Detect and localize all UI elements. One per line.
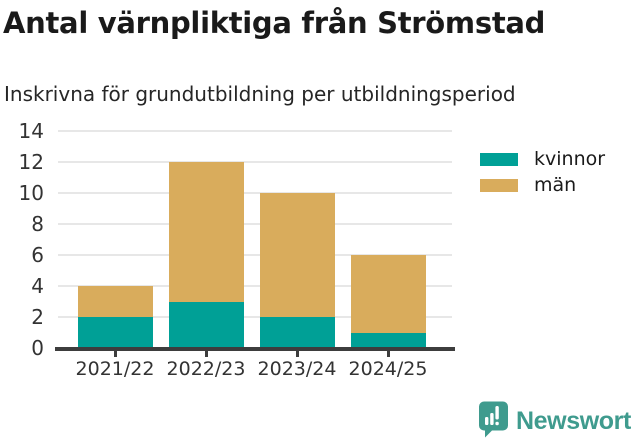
bar-segment-män-2022/23 — [168, 162, 244, 302]
chart-subtitle: Inskrivna för grundutbildning per utbild… — [4, 82, 516, 106]
gridline-4 — [58, 285, 452, 287]
chart-title: Antal värnpliktiga från Strömstad — [3, 6, 546, 40]
newsworthy-brand: Newsworthy — [478, 401, 631, 439]
x-axis-tick — [204, 350, 208, 357]
gridline-8 — [58, 223, 452, 225]
y-axis-label: 14 — [18, 119, 44, 143]
newsworthy-wordmark: Newsworthy — [516, 407, 631, 435]
x-axis-label: 2022/23 — [166, 358, 246, 380]
bar-segment-män-2024/25 — [350, 255, 426, 333]
legend-item-kvinnor: kvinnor — [480, 146, 605, 172]
x-axis-tick — [386, 350, 390, 357]
legend-item-män: män — [480, 172, 605, 198]
x-axis-label: 2023/24 — [257, 358, 337, 380]
x-axis-line — [55, 347, 455, 351]
y-axis-label: 12 — [18, 150, 44, 174]
x-axis-tick — [113, 350, 117, 357]
gridline-2 — [58, 316, 452, 318]
gridline-12 — [58, 161, 452, 163]
y-axis-label: 2 — [31, 305, 44, 329]
bar-segment-män-2023/24 — [259, 193, 335, 317]
legend-swatch-kvinnor — [480, 152, 518, 166]
newsworthy-logo-icon — [478, 401, 509, 439]
x-axis-label: 2024/25 — [348, 358, 428, 380]
x-axis-label: 2021/22 — [75, 358, 155, 380]
y-axis-label: 6 — [31, 243, 44, 267]
y-axis-label: 4 — [31, 274, 44, 298]
bar-segment-kvinnor-2022/23 — [168, 301, 244, 348]
bar-segment-män-2021/22 — [77, 286, 153, 317]
gridline-6 — [58, 254, 452, 256]
legend-label: kvinnor — [534, 148, 606, 170]
chart-legend: kvinnor män — [480, 146, 605, 198]
y-axis-label: 8 — [31, 212, 44, 236]
x-axis-tick — [295, 350, 299, 357]
gridline-10 — [58, 192, 452, 194]
bar-segment-kvinnor-2024/25 — [350, 332, 426, 348]
y-axis-label: 10 — [18, 181, 44, 205]
gridline-14 — [58, 130, 452, 132]
y-axis-label: 0 — [31, 336, 44, 360]
legend-label: män — [534, 174, 577, 196]
bar-segment-kvinnor-2023/24 — [259, 317, 335, 348]
bar-segment-kvinnor-2021/22 — [77, 317, 153, 348]
legend-swatch-män — [480, 178, 518, 192]
